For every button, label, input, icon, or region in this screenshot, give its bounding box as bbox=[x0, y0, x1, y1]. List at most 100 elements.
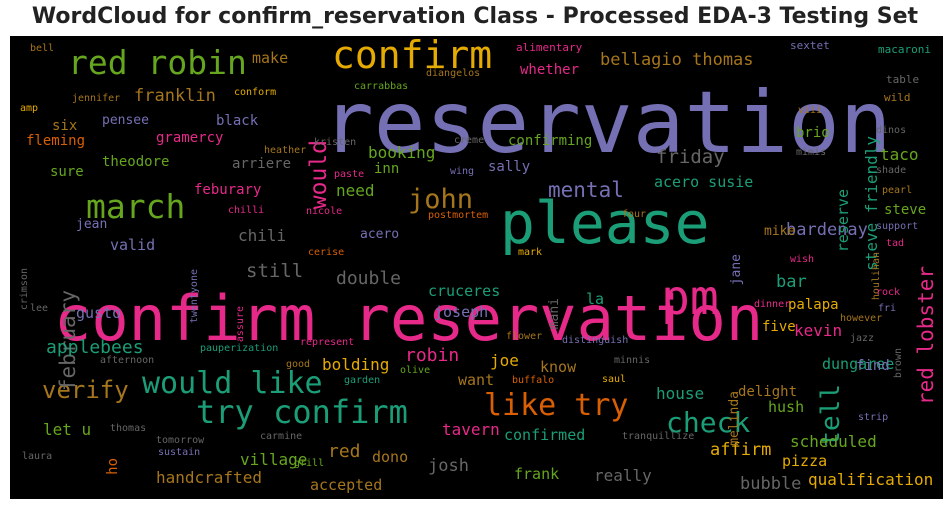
word-qualification: qualification bbox=[808, 470, 934, 489]
word-inn: inn bbox=[374, 161, 400, 177]
word-make: make bbox=[252, 49, 289, 67]
word-lee: lee bbox=[30, 303, 49, 314]
word-reservation: reservation bbox=[322, 73, 892, 173]
word-steve: steve bbox=[884, 202, 927, 218]
word-flower: flower bbox=[506, 331, 543, 342]
word-try-confirm: try confirm bbox=[196, 393, 408, 431]
word-bell: bell bbox=[30, 43, 55, 54]
word-mike: mike bbox=[764, 224, 796, 239]
word-la: la bbox=[586, 290, 605, 308]
word-brown: brown bbox=[893, 348, 904, 379]
word-handcrafted: handcrafted bbox=[156, 468, 262, 487]
word-pauperization: pauperization bbox=[200, 343, 279, 354]
word-find: find bbox=[856, 358, 890, 374]
word-whether: whether bbox=[520, 62, 580, 78]
word-bubble: bubble bbox=[740, 474, 802, 494]
word-know: know bbox=[540, 358, 577, 376]
word-chilli: chilli bbox=[228, 205, 265, 216]
word-arriere: arriere bbox=[232, 156, 292, 172]
word-bardenay: bardenay bbox=[786, 220, 868, 240]
word-joe: joe bbox=[490, 351, 519, 370]
word-theodore: theodore bbox=[102, 154, 170, 170]
word-macaroni: macaroni bbox=[878, 43, 931, 56]
word-cerise: cerise bbox=[308, 247, 345, 258]
word-fleming: fleming bbox=[26, 133, 86, 149]
word-amp: amp bbox=[20, 103, 39, 114]
word-steve-friendly: steve friendly bbox=[862, 136, 881, 271]
word-saul: saul bbox=[602, 374, 627, 385]
word-heather: heather bbox=[264, 145, 307, 156]
word-ho: ho bbox=[105, 458, 121, 475]
word-diangelos: diangelos bbox=[426, 68, 481, 79]
word-tomorrow: tomorrow bbox=[156, 435, 205, 446]
word-four: four bbox=[622, 209, 647, 220]
word-friday: friday bbox=[656, 146, 725, 168]
word-need: need bbox=[336, 181, 375, 200]
word-march: march bbox=[86, 187, 186, 226]
word-alimentary: alimentary bbox=[516, 41, 583, 54]
word-double: double bbox=[336, 268, 402, 289]
word-delight: delight bbox=[738, 384, 798, 400]
word-bar: bar bbox=[776, 272, 807, 292]
word-five: five bbox=[762, 319, 796, 335]
word-joseph: joseph bbox=[434, 303, 489, 321]
word-red-robin: red robin bbox=[68, 43, 247, 82]
word-cruceres: cruceres bbox=[428, 282, 501, 300]
word-jazz: jazz bbox=[850, 333, 875, 344]
word-mani: mani bbox=[547, 298, 562, 330]
word-minnis: minnis bbox=[614, 355, 651, 366]
word-sextet: sextet bbox=[790, 39, 830, 52]
word-still: still bbox=[246, 260, 304, 282]
word-tad: tad bbox=[886, 238, 905, 249]
word-gramercy: gramercy bbox=[156, 130, 224, 146]
word-nicole: nicole bbox=[306, 206, 343, 217]
word-acero-susie: acero susie bbox=[654, 173, 754, 191]
word-garden: garden bbox=[344, 375, 381, 386]
word-olive: olive bbox=[400, 365, 431, 376]
word-sally: sally bbox=[488, 159, 531, 175]
word-buffalo: buffalo bbox=[512, 375, 555, 386]
word-crimson: crimson bbox=[19, 268, 30, 311]
word-sustain: sustain bbox=[158, 447, 201, 458]
word-bolding: bolding bbox=[322, 355, 390, 374]
word-wish: wish bbox=[790, 254, 815, 265]
word-pm: pm bbox=[661, 270, 719, 326]
word-carrabbas: carrabbas bbox=[354, 81, 409, 92]
word-scheduled: scheduled bbox=[790, 432, 877, 451]
word-house: house bbox=[656, 384, 705, 403]
chart-title: WordCloud for confirm_reservation Class … bbox=[31, 4, 919, 29]
word-tranquillize: tranquillize bbox=[622, 431, 695, 442]
word-however: however bbox=[840, 313, 883, 324]
word-confirm-reservation: confirm reservation bbox=[54, 282, 764, 355]
word-hush: hush bbox=[768, 398, 805, 416]
word-confirm: confirm bbox=[332, 36, 493, 77]
word-paste: paste bbox=[334, 169, 365, 180]
word-jane: jane bbox=[729, 254, 744, 286]
word-mark: mark bbox=[518, 247, 543, 258]
word-feburary: feburary bbox=[194, 182, 262, 198]
word-like-try: like try bbox=[484, 388, 629, 423]
word-village: village bbox=[240, 450, 308, 469]
word-chili: chili bbox=[238, 226, 287, 245]
word-kristen: kristen bbox=[314, 137, 357, 148]
word-distinguish: distinguish bbox=[562, 335, 629, 346]
word-table: table bbox=[886, 73, 920, 86]
word-black: black bbox=[216, 113, 259, 129]
word-pensee: pensee bbox=[102, 113, 149, 128]
word-red: red bbox=[328, 441, 361, 462]
word-dono: dono bbox=[372, 448, 409, 466]
word-applebees: applebees bbox=[46, 337, 144, 358]
word-red-lobster: red lobster bbox=[914, 266, 938, 406]
word-taco: taco bbox=[880, 145, 919, 164]
word-postmortem: postmortem bbox=[428, 210, 489, 221]
word-viii: viii bbox=[798, 105, 823, 116]
word-fri: fri bbox=[878, 303, 897, 314]
word-accepted: accepted bbox=[310, 476, 383, 494]
word-melinda: melinda bbox=[727, 391, 742, 446]
word-mimis: mimis bbox=[796, 147, 827, 158]
word-please: please bbox=[500, 189, 710, 257]
word-rock: rock bbox=[876, 287, 901, 298]
word-jennifer: jennifer bbox=[72, 93, 121, 104]
word-conform: conform bbox=[234, 87, 277, 98]
word-dinos: dinos bbox=[876, 125, 907, 136]
